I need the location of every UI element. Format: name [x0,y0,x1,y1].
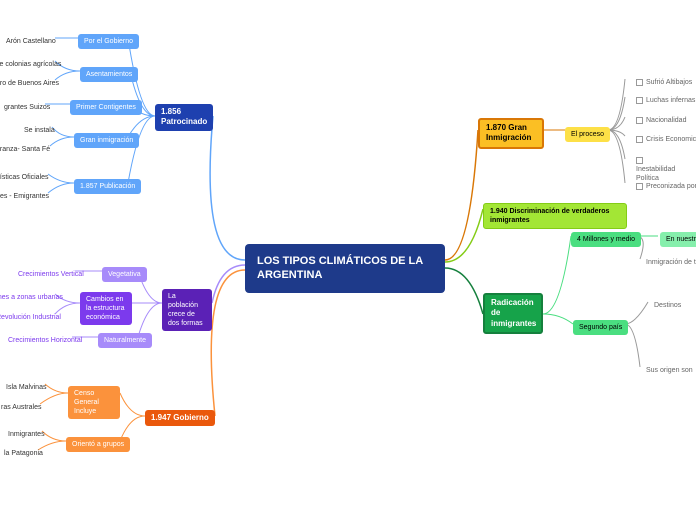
node-publicacion[interactable]: 1.857 Publicación [74,179,141,194]
node-patrocinado[interactable]: 1.856 Patrocinado [155,104,213,131]
leaf-vertical: Crecimientos Vertical [12,267,90,282]
leaf-origen: Sus origen son [640,363,696,378]
leaf-crisis: Crisis Economicas [630,132,696,147]
leaf-horizontal: Crecimientos Horizontal [2,333,88,348]
leaf-inmigrantes2: Inmigrantes [2,427,51,442]
checkbox-icon [636,157,643,164]
node-natural[interactable]: Naturalmente [98,333,152,348]
checkbox-icon [636,183,643,190]
node-asentamientos[interactable]: Asentamientos [80,67,138,82]
node-oriento[interactable]: Orientó a grupos [66,437,130,452]
node-proceso[interactable]: El proceso [565,127,610,142]
node-gran[interactable]: Gran inmigración [74,133,139,148]
leaf-preconizada: Preconizada por Alb [630,179,696,194]
leaf-revolucion: Revolución Industrial [0,310,67,325]
leaf-altibajos: Sufrió Altibajos [630,75,696,90]
node-discriminacion[interactable]: 1.940 Discriminación de verdaderos inmig… [483,203,627,229]
leaf-luchas: Luchas infernas [630,93,696,108]
checkbox-icon [636,97,643,104]
leaf-instala: Se instala [18,123,61,138]
node-inmigracion[interactable]: 1.870 Gran Inmigración [478,118,544,149]
leaf-castellano: Arón Castellano [0,34,62,49]
leaf-destinos: Destinos [648,298,687,313]
leaf-nacionalidad: Nacionalidad [630,113,692,128]
leaf-oficiales: dísticas Oficiales [0,170,55,185]
node-gobierno-sub[interactable]: Por el Gobierno [78,34,139,49]
leaf-inmigracion-to: Inmigración de to [640,255,696,270]
node-millones[interactable]: 4 Millones y medio [571,232,641,247]
node-poblacion[interactable]: La población crece de dos formas [162,289,212,331]
leaf-nuestro: En nuestro [660,232,696,247]
checkbox-icon [636,136,643,143]
leaf-suizos: grantes Suizos [0,100,56,115]
node-censo[interactable]: Censo General Incluye [68,386,120,419]
leaf-buenosaires: ero de Buenos Aires [0,76,65,91]
leaf-santafe: eranza- Santa Fé [0,142,56,157]
node-gobierno[interactable]: 1.947 Gobierno [145,410,215,426]
node-radicacion[interactable]: Radicación de inmigrantes [483,293,543,334]
checkbox-icon [636,79,643,86]
node-cambios[interactable]: Cambios en la estructura económica [80,292,132,325]
leaf-colonias: se colonias agrícolas [0,57,67,72]
leaf-malvinas: Isla Malvinas [0,380,52,395]
leaf-zonas: ones a zonas urbanas [0,290,69,305]
node-segundo[interactable]: Segundo país [573,320,628,335]
node-vegetativa[interactable]: Vegetativa [102,267,147,282]
leaf-australes: ras Australes [0,400,47,415]
node-primer[interactable]: Primer Contigentes [70,100,142,115]
center-title: LOS TIPOS CLIMÁTICOS DE LA ARGENTINA [245,244,445,293]
checkbox-icon [636,117,643,124]
leaf-patagonia: la Patagonia [0,446,49,461]
leaf-emigrantes: tes - Emigrantes [0,189,55,204]
